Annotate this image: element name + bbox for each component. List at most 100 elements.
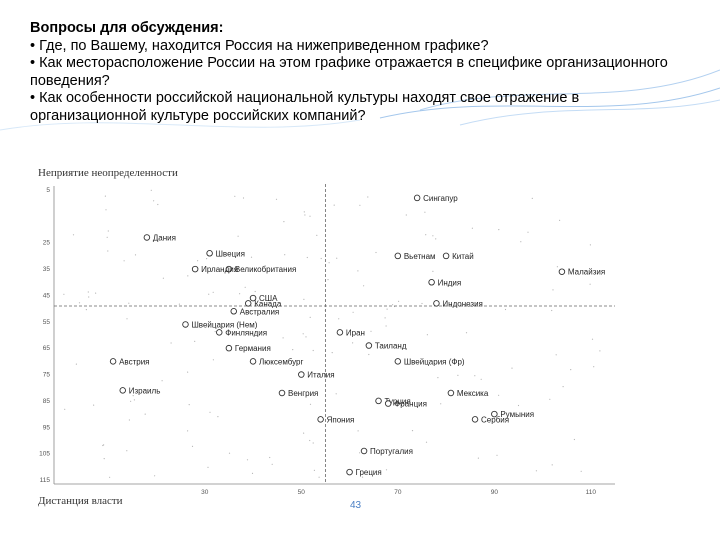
background-dot <box>309 439 311 442</box>
background-dot <box>187 371 189 373</box>
background-dot <box>106 236 108 238</box>
x-tick-label: 70 <box>394 489 402 496</box>
background-dot <box>363 285 365 287</box>
background-dot <box>306 256 308 259</box>
data-point <box>191 265 199 273</box>
background-dot <box>331 352 333 354</box>
data-point <box>558 268 566 275</box>
data-point <box>182 321 189 328</box>
background-dot <box>63 293 65 295</box>
background-dot <box>309 403 312 405</box>
data-point <box>119 387 126 394</box>
background-dot <box>194 340 196 342</box>
data-point-label: Великобритания <box>235 265 296 274</box>
x-tick-label: 30 <box>201 489 209 496</box>
data-point-label: Таиланд <box>375 342 407 351</box>
background-dot <box>357 430 359 432</box>
data-point-label: Мексика <box>457 389 489 398</box>
y-tick-label: 95 <box>43 424 51 431</box>
background-dot <box>551 464 553 466</box>
data-point-label: Швеция <box>216 249 245 258</box>
data-point-label: Германия <box>235 344 271 353</box>
background-dot <box>88 296 90 298</box>
y-tick-label: 115 <box>40 477 51 484</box>
data-point-label: Австрия <box>119 357 149 366</box>
data-point-label: Австралия <box>240 307 280 316</box>
data-point-label: Сингапур <box>423 194 458 203</box>
y-tick-label: 85 <box>43 398 51 405</box>
background-dot <box>425 441 428 443</box>
background-dot <box>228 452 231 454</box>
data-point <box>143 234 151 241</box>
background-dot <box>304 214 306 216</box>
background-dot <box>157 203 159 206</box>
background-dot <box>126 450 128 452</box>
background-dot <box>254 290 256 293</box>
background-dot <box>328 262 330 264</box>
background-dot <box>385 325 387 327</box>
data-point <box>365 342 373 349</box>
y-tick-label: 75 <box>43 372 51 379</box>
questions-heading: Вопросы для обсуждения: <box>30 20 224 36</box>
background-dot <box>188 404 190 406</box>
background-dot <box>187 430 189 432</box>
data-point <box>278 389 286 397</box>
background-dot <box>237 235 239 237</box>
background-dot <box>283 221 285 223</box>
background-dot <box>153 200 155 202</box>
background-dot <box>242 197 245 199</box>
background-dot <box>107 250 109 252</box>
background-dot <box>440 403 442 405</box>
background-dot <box>144 413 146 415</box>
data-point-label: Дания <box>153 233 176 242</box>
y-tick-label: 55 <box>43 319 51 326</box>
background-dot <box>517 404 520 407</box>
background-dot <box>78 302 81 304</box>
background-dot <box>162 277 164 279</box>
x-axis-title: Дистанция власти <box>38 495 123 507</box>
background-dot <box>424 211 426 213</box>
data-point <box>244 300 252 307</box>
background-dot <box>411 430 414 432</box>
background-dot <box>178 303 180 305</box>
background-dot <box>552 289 554 291</box>
background-dot <box>573 438 576 441</box>
background-dot <box>368 353 370 356</box>
data-point <box>225 344 233 352</box>
background-dot <box>282 337 284 339</box>
background-dot <box>480 378 482 380</box>
data-point-label: Швейцария (Нем) <box>191 320 257 329</box>
background-dot <box>132 395 134 397</box>
background-dot <box>87 291 89 293</box>
x-tick-label: 110 <box>586 489 597 496</box>
background-dot <box>555 354 557 356</box>
background-dot <box>511 367 513 369</box>
background-dot <box>191 445 194 447</box>
background-dot <box>359 204 361 206</box>
data-point-label: Венгрия <box>288 389 318 398</box>
y-tick-label: 35 <box>43 266 51 273</box>
background-dot <box>496 454 498 456</box>
question-3: • Как особенности российской национально… <box>30 90 580 124</box>
background-dot <box>549 398 551 400</box>
background-dot <box>305 336 307 338</box>
data-point-label: Португалия <box>370 447 413 456</box>
background-dot <box>133 399 135 401</box>
background-dot <box>316 234 318 236</box>
background-dot <box>250 256 253 258</box>
background-waves <box>0 69 720 131</box>
data-point <box>216 329 223 336</box>
background-dot <box>154 475 156 477</box>
question-2: • Как месторасположение России на этом г… <box>30 55 668 89</box>
data-point <box>230 308 237 315</box>
background-dot <box>217 416 219 418</box>
data-point <box>394 252 402 260</box>
background-dot <box>309 215 311 217</box>
background-dot <box>93 404 95 406</box>
background-dot <box>432 270 434 272</box>
data-point-label: Италия <box>307 371 334 380</box>
data-point-label: Иран <box>346 328 365 337</box>
background-dot <box>333 204 335 206</box>
data-point <box>225 265 233 273</box>
data-point-label: Вьетнам <box>404 252 436 261</box>
